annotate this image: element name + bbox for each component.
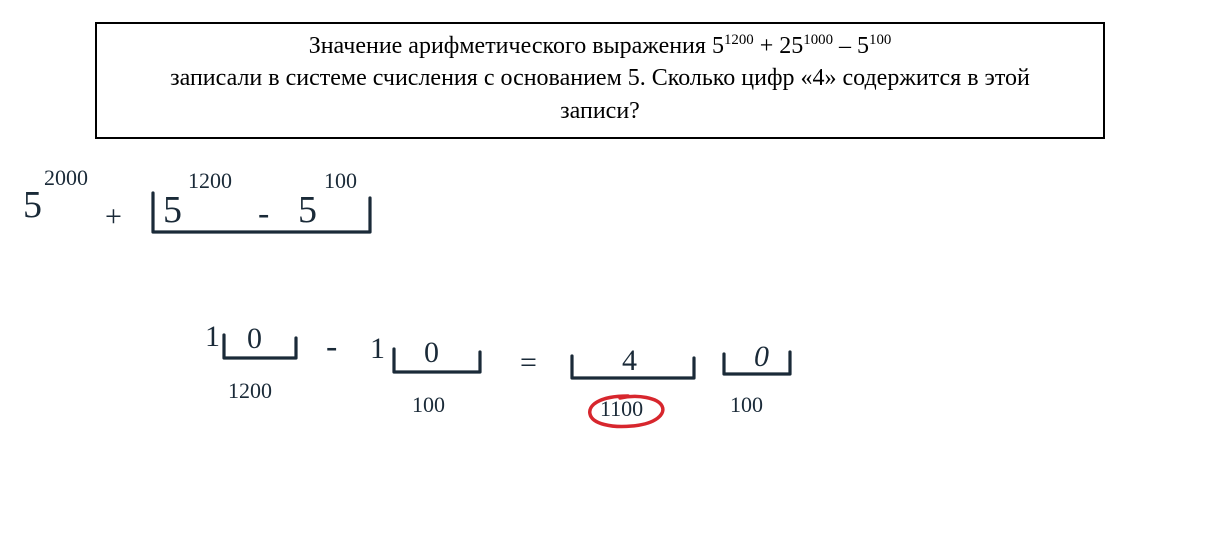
- expr-exp-3: 100: [869, 32, 891, 48]
- expr-plus-base-2: + 25: [754, 33, 804, 59]
- hw-fill-d: 0: [754, 340, 769, 374]
- problem-box: Значение арифметического выражения 51200…: [95, 22, 1105, 139]
- hw-base-a: 5: [23, 183, 42, 227]
- expr-exp-1: 1200: [724, 32, 754, 48]
- hw-lead-a: 1: [205, 320, 220, 354]
- hw-exp-b: 1200: [188, 168, 232, 194]
- hw-fill-a: 0: [247, 322, 262, 356]
- hw-minus-2: -: [326, 328, 337, 366]
- problem-line-2: записали в системе счисления с основание…: [107, 62, 1093, 94]
- problem-text-pre: Значение арифметического выражения: [309, 33, 712, 59]
- expr-base-1: 5: [712, 33, 724, 59]
- hw-fill-c: 4: [622, 344, 637, 378]
- hw-under-b: 100: [412, 392, 445, 418]
- expr-minus-base-3: – 5: [833, 33, 869, 59]
- hw-bracket-1: [145, 190, 385, 245]
- hw-base-b: 5: [163, 188, 182, 232]
- page-root: Значение арифметического выражения 51200…: [0, 0, 1208, 552]
- hw-bracket-b: [388, 346, 488, 382]
- hw-bracket-d: [718, 348, 798, 384]
- hw-bracket-c: [566, 350, 702, 388]
- hw-exp-a: 2000: [44, 165, 88, 191]
- hw-under-c: 1100: [600, 396, 643, 422]
- hw-bracket-a: [218, 332, 304, 368]
- hw-eq: =: [520, 346, 537, 380]
- hw-minus-1: -: [258, 195, 269, 233]
- hw-base-c: 5: [298, 188, 317, 232]
- hw-fill-b: 0: [424, 336, 439, 370]
- problem-line-3: записи?: [107, 95, 1093, 127]
- hw-exp-c: 100: [324, 168, 357, 194]
- hw-plus: +: [105, 200, 122, 234]
- hw-under-d: 100: [730, 392, 763, 418]
- expr-exp-2: 1000: [803, 32, 833, 48]
- problem-line-1: Значение арифметического выражения 51200…: [107, 30, 1093, 62]
- hw-under-a: 1200: [228, 378, 272, 404]
- hw-lead-b: 1: [370, 332, 385, 366]
- answer-circle-icon: [584, 392, 672, 432]
